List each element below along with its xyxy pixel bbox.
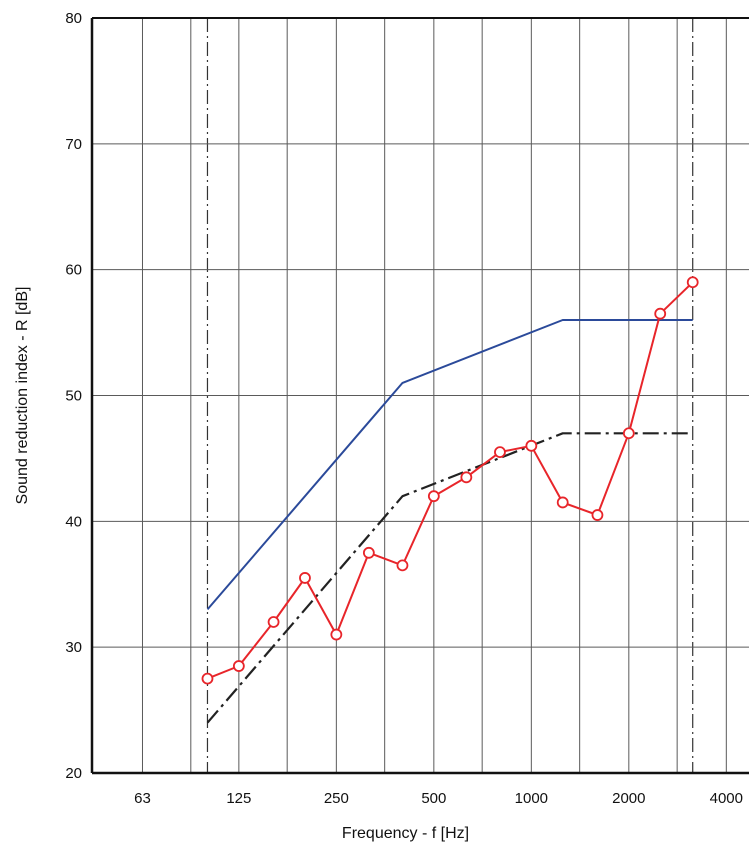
y-tick-label: 30 — [65, 639, 82, 656]
data-point-marker — [460, 471, 473, 484]
series-line-3 — [207, 281, 694, 680]
data-point-marker — [591, 509, 604, 521]
y-tick-label: 80 — [65, 10, 82, 27]
x-tick-label: 1000 — [515, 790, 548, 807]
x-tick-label: 4000 — [710, 790, 743, 807]
data-point-marker — [427, 490, 440, 503]
axes: 20 30 40 50 60 70 80 63 125 250 500 1000 2000 4000 — [65, 10, 749, 807]
y-axis-title: Sound reduction index - R [dB] — [14, 287, 31, 505]
data-point-marker — [494, 446, 506, 459]
x-tick-label: 125 — [226, 790, 251, 807]
data-point-marker — [654, 307, 667, 320]
data-point-marker — [299, 572, 311, 584]
data-point-marker — [267, 616, 280, 628]
data-point-marker — [556, 496, 569, 509]
data-point-marker — [232, 660, 245, 672]
series-line-1 — [206, 319, 693, 611]
data-point-marker — [362, 546, 375, 559]
data-point-marker — [622, 427, 635, 440]
data-point-marker — [330, 628, 343, 641]
data-point-marker — [525, 439, 538, 452]
y-tick-label: 50 — [65, 388, 82, 405]
data-point-marker — [686, 276, 699, 289]
series-layer — [201, 276, 699, 724]
y-tick-label: 60 — [65, 262, 82, 279]
data-point-marker — [201, 672, 214, 685]
grid — [92, 17, 749, 774]
y-tick-label: 40 — [65, 513, 82, 530]
x-tick-label: 2000 — [612, 790, 645, 807]
x-tick-label: 500 — [421, 790, 446, 807]
x-tick-label: 63 — [134, 790, 151, 807]
x-axis-title: Frequency - f [Hz] — [342, 825, 469, 842]
y-tick-label: 70 — [65, 136, 82, 153]
y-tick-label: 20 — [65, 765, 82, 782]
data-point-marker — [396, 559, 409, 572]
x-tick-label: 250 — [324, 790, 349, 807]
